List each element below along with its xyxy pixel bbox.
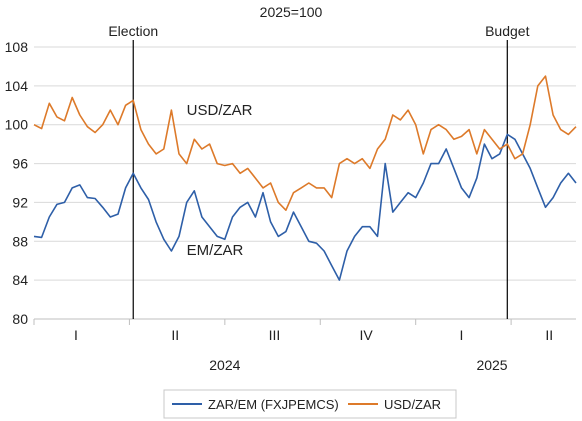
y-tick-label: 108 — [5, 39, 29, 55]
x-quarter-label: II — [545, 327, 553, 343]
event-markers: Election Budget — [108, 23, 530, 319]
legend-label-zar-em: ZAR/EM (FXJPEMCS) — [208, 397, 339, 412]
x-quarter-label: II — [171, 327, 179, 343]
x-quarter-label: IV — [359, 327, 373, 343]
y-tick-label: 104 — [5, 78, 29, 94]
event-label: Budget — [485, 23, 529, 39]
legend-frame — [163, 389, 457, 419]
series-line-1 — [33, 75, 577, 211]
y-tick-label: 88 — [12, 233, 28, 249]
series-line-0 — [33, 133, 577, 281]
inline-series-label: EM/ZAR — [187, 242, 244, 259]
x-quarter-label: I — [460, 327, 464, 343]
y-tick-label: 92 — [12, 194, 28, 210]
inline-series-labels: USD/ZAR EM/ZAR — [187, 102, 253, 259]
x-quarter-label: I — [74, 327, 78, 343]
event-label: Election — [108, 23, 158, 39]
chart-title: 2025=100 — [260, 4, 323, 20]
y-tick-label: 100 — [5, 117, 29, 133]
legend: ZAR/EM (FXJPEMCS) USD/ZAR — [163, 389, 457, 419]
y-axis-tick-labels: 80 84 88 92 96 100 104 108 — [5, 39, 29, 327]
legend-label-usd-zar: USD/ZAR — [384, 397, 441, 412]
gridlines — [34, 46, 576, 320]
y-tick-label: 80 — [12, 311, 28, 327]
y-tick-label: 96 — [12, 156, 28, 172]
x-year-label: 2024 — [209, 357, 240, 373]
x-quarter-label: III — [269, 327, 281, 343]
inline-series-label: USD/ZAR — [187, 102, 253, 119]
y-tick-label: 84 — [12, 272, 28, 288]
x-year-label: 2025 — [476, 357, 507, 373]
series-lines — [33, 75, 577, 281]
